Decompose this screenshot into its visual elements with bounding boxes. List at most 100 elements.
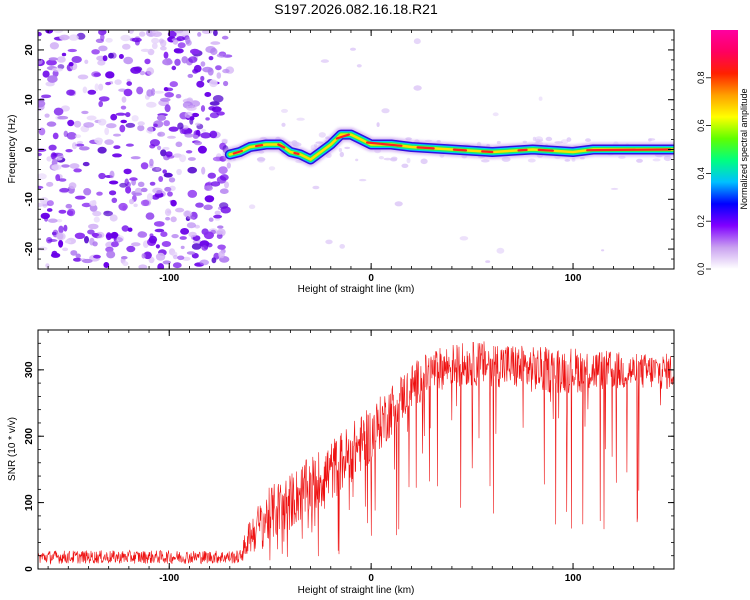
noise-blob <box>82 86 88 94</box>
noise-blob <box>69 163 80 169</box>
noise-blob <box>197 32 202 37</box>
noise-blob <box>105 81 111 86</box>
noise-blob <box>545 136 553 142</box>
noise-blob <box>50 252 61 258</box>
noise-blob <box>207 172 216 179</box>
noise-blob <box>105 37 113 43</box>
colorbar-tick-label: 0.0 <box>696 263 706 276</box>
noise-blob <box>136 86 144 95</box>
noise-blob <box>74 195 86 200</box>
noise-blob <box>176 168 182 176</box>
noise-blob <box>112 153 122 158</box>
snr-ticks: -100 0 100 0 100 200 300 <box>24 329 675 584</box>
noise-blob <box>390 157 398 162</box>
ridge-peak <box>416 146 435 150</box>
noise-blob <box>173 254 178 260</box>
noise-blob <box>208 217 214 222</box>
noise-blob <box>38 185 44 189</box>
noise-blob <box>344 146 351 150</box>
ridge-peak <box>366 141 403 147</box>
noise-blob <box>46 208 53 212</box>
noise-blob <box>98 96 110 102</box>
noise-blob <box>68 61 74 67</box>
noise-blob <box>155 167 160 171</box>
noise-blob <box>163 120 170 127</box>
noise-blob <box>65 203 73 209</box>
noise-blob <box>89 204 98 212</box>
noise-blob <box>113 145 121 150</box>
spectrogram-ytick-label: 0 <box>24 146 35 152</box>
noise-blob <box>219 174 229 181</box>
noise-blob <box>406 157 411 164</box>
noise-blob <box>106 123 117 129</box>
noise-blob <box>98 118 107 126</box>
colorbar: 0.0 0.2 0.4 0.6 0.8 Normalized spectral ampl… <box>696 30 749 275</box>
noise-blob <box>217 244 226 250</box>
noise-blob <box>77 74 89 80</box>
noise-blob <box>554 141 563 144</box>
noise-blob <box>413 38 421 45</box>
noise-blob <box>137 181 145 187</box>
noise-blob <box>610 187 619 190</box>
noise-blob <box>281 122 286 127</box>
noise-blob <box>350 47 356 51</box>
noise-blob <box>61 164 70 168</box>
noise-blob <box>51 67 63 72</box>
noise-blob <box>140 162 149 170</box>
noise-blob <box>401 163 409 168</box>
noise-blob <box>167 30 177 38</box>
noise-blob <box>100 33 105 41</box>
noise-blob <box>256 157 266 162</box>
noise-blob <box>144 58 151 65</box>
noise-blob <box>105 232 112 241</box>
noise-blob <box>68 34 79 41</box>
noise-blob <box>63 224 68 232</box>
noise-blob <box>201 245 208 251</box>
ridge-peak <box>293 151 300 156</box>
noise-blob <box>126 81 132 86</box>
noise-blob <box>67 48 78 53</box>
noise-blob <box>205 117 210 121</box>
noise-blob <box>216 53 227 58</box>
noise-blob <box>58 225 64 234</box>
snr-ytick-label: 0 <box>24 566 35 572</box>
noise-blob <box>168 126 179 132</box>
noise-blob <box>383 157 392 161</box>
noise-blob <box>110 231 119 239</box>
noise-blob <box>47 239 58 242</box>
noise-blob <box>118 54 124 59</box>
noise-blob <box>75 253 81 259</box>
noise-blob <box>176 36 185 42</box>
noise-blob <box>381 108 390 114</box>
noise-blob <box>179 154 187 163</box>
noise-blob <box>164 208 172 216</box>
noise-blob <box>72 142 77 150</box>
noise-blob <box>318 132 326 138</box>
noise-blob <box>188 56 198 63</box>
noise-blob <box>103 210 113 217</box>
noise-blob <box>157 145 162 151</box>
colorbar-tick-label: 0.4 <box>696 167 706 180</box>
noise-blob <box>125 122 136 128</box>
ridge-peak <box>255 144 264 148</box>
noise-blob <box>48 57 58 61</box>
noise-blob <box>180 228 190 235</box>
noise-blob <box>56 56 66 63</box>
noise-blob <box>44 215 49 222</box>
spectrogram-xtick-label: 100 <box>565 273 582 284</box>
noise-blob <box>209 101 220 106</box>
noise-blob <box>125 143 134 147</box>
noise-blob <box>296 117 305 121</box>
noise-blob <box>200 75 205 82</box>
noise-blob <box>124 178 129 187</box>
noise-blob <box>105 71 115 79</box>
noise-blob <box>93 216 100 223</box>
noise-blob <box>216 233 223 239</box>
noise-blob <box>359 178 367 182</box>
noise-blob <box>98 30 107 36</box>
noise-blob <box>123 168 132 175</box>
noise-blob <box>164 104 171 113</box>
noise-blob <box>601 249 605 252</box>
noise-blob <box>38 202 43 208</box>
